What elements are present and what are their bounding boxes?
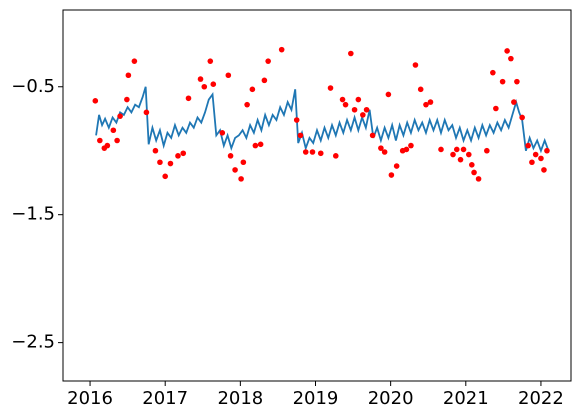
data-point <box>244 101 250 108</box>
data-point <box>257 141 264 148</box>
data-point <box>499 78 506 85</box>
data-point <box>378 145 384 151</box>
data-point <box>423 101 429 108</box>
data-point <box>393 163 400 169</box>
data-point <box>114 137 120 144</box>
data-point <box>427 99 434 105</box>
data-point <box>544 147 550 154</box>
data-point <box>388 172 395 178</box>
data-point <box>465 151 472 158</box>
data-point <box>180 150 187 157</box>
data-point <box>363 106 370 113</box>
data-point <box>317 150 324 157</box>
data-point <box>309 149 316 155</box>
plot-frame <box>62 9 572 382</box>
data-point <box>475 176 482 182</box>
data-point <box>514 78 520 85</box>
data-point <box>403 146 410 153</box>
data-point <box>110 127 117 134</box>
data-point <box>508 55 514 62</box>
data-point <box>302 149 309 155</box>
data-point <box>511 99 517 105</box>
data-point <box>162 173 169 180</box>
data-point <box>265 58 271 64</box>
data-point <box>124 96 130 103</box>
data-point <box>332 153 339 159</box>
data-point <box>210 81 217 87</box>
data-point <box>207 58 214 64</box>
y-tick-label: −2.5 <box>11 332 55 353</box>
x-tick-label: 2018 <box>217 388 263 409</box>
y-tick-label: −1.5 <box>11 204 55 225</box>
data-point <box>348 50 354 57</box>
data-point <box>232 167 238 173</box>
data-point <box>504 48 510 54</box>
data-point <box>529 159 535 166</box>
data-point <box>381 149 388 155</box>
data-point <box>240 159 247 166</box>
data-point <box>293 117 300 123</box>
data-point <box>471 169 477 176</box>
data-point <box>412 62 419 68</box>
data-point <box>327 85 334 91</box>
data-point <box>339 96 346 103</box>
data-point <box>360 112 366 118</box>
x-tick-label: 2020 <box>368 388 414 409</box>
data-point <box>167 160 174 167</box>
data-point <box>438 146 444 153</box>
data-point <box>225 72 232 79</box>
data-point <box>342 101 349 108</box>
data-point <box>484 147 490 154</box>
data-point <box>538 155 544 162</box>
data-point <box>385 91 392 98</box>
data-point <box>143 109 150 116</box>
data-point <box>227 153 234 159</box>
data-point <box>175 153 181 159</box>
data-point <box>261 77 268 84</box>
data-point <box>493 105 499 112</box>
x-tick-label: 2021 <box>443 388 489 409</box>
data-point <box>453 146 460 153</box>
data-point <box>249 86 256 93</box>
data-point <box>532 151 539 158</box>
data-point <box>355 96 362 103</box>
data-point <box>351 106 358 113</box>
data-point <box>197 76 204 82</box>
data-point <box>92 98 99 104</box>
data-point <box>417 86 424 93</box>
data-point <box>541 167 547 173</box>
data-point <box>219 130 226 136</box>
data-line <box>95 86 550 154</box>
data-point <box>104 142 111 149</box>
data-point <box>490 69 496 76</box>
data-point <box>238 176 244 182</box>
data-point <box>525 142 531 149</box>
data-point <box>408 142 414 149</box>
data-point <box>125 72 132 79</box>
data-point <box>297 132 304 139</box>
data-point <box>157 159 163 166</box>
x-tick-label: 2019 <box>293 388 339 409</box>
data-point <box>117 113 123 119</box>
data-point <box>252 142 259 149</box>
data-point <box>278 46 285 53</box>
data-point <box>469 161 475 168</box>
x-tick-label: 2016 <box>67 388 113 409</box>
y-tick-label: −0.5 <box>11 76 55 97</box>
data-point <box>152 147 159 154</box>
data-point <box>519 114 525 121</box>
data-point <box>131 58 138 64</box>
data-point <box>460 146 467 153</box>
data-point <box>201 83 208 90</box>
data-point <box>457 156 464 163</box>
x-tick-label: 2022 <box>518 388 564 409</box>
data-point <box>450 151 456 158</box>
data-point <box>369 132 376 139</box>
data-point <box>97 137 103 144</box>
data-point <box>185 95 192 102</box>
x-tick-label: 2017 <box>142 388 188 409</box>
